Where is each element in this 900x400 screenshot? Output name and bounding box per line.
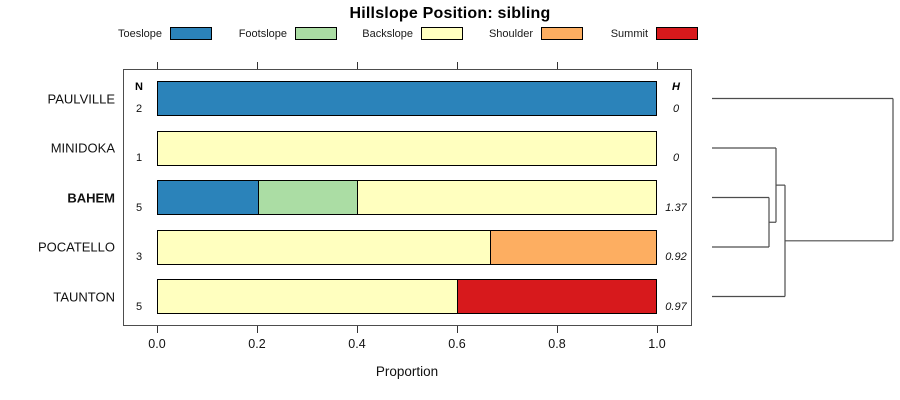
n-value: 2 [135, 102, 143, 115]
legend-swatch [170, 27, 212, 40]
h-value: 0.97 [665, 300, 687, 313]
bar-segment-backslope [158, 131, 656, 165]
legend-item-toeslope: Toeslope [118, 27, 212, 40]
x-tick-bottom [357, 326, 358, 333]
legend: Toeslope Footslope Backslope Shoulder Summit [0, 27, 900, 45]
bar-segment-backslope [357, 181, 656, 214]
h-column-header: H [672, 81, 680, 93]
row-label-minidoka: MINIDOKA [50, 140, 115, 156]
legend-item-shoulder: Shoulder [489, 27, 583, 40]
row-label-pocatello: POCATELLO [37, 239, 115, 255]
bar-segment-toeslope [158, 82, 656, 115]
legend-item-footslope: Footslope [239, 27, 337, 40]
row-label-bahem: BAHEM [67, 190, 115, 205]
x-tick-label: 0.2 [248, 337, 266, 351]
h-value: 0 [672, 152, 680, 164]
x-tick-bottom [657, 326, 658, 333]
legend-label: Shoulder [488, 27, 533, 40]
legend-swatch [541, 27, 583, 40]
bar-segment-shoulder [490, 230, 656, 264]
x-tick-bottom [457, 326, 458, 333]
n-value: 5 [135, 300, 143, 313]
legend-label: Summit [610, 27, 648, 40]
legend-label: Backslope [362, 27, 413, 40]
bar-segment-footslope [257, 181, 358, 214]
n-value: 5 [135, 201, 143, 214]
x-tick-label: 0.4 [348, 337, 366, 351]
bar-bahem [157, 180, 657, 215]
h-value: 0.92 [665, 251, 687, 263]
bar-taunton [157, 279, 657, 314]
n-value: 3 [135, 251, 143, 263]
legend-item-backslope: Backslope [362, 27, 463, 40]
h-value: 0 [672, 102, 680, 115]
legend-swatch [421, 27, 463, 40]
x-tick-bottom [157, 326, 158, 333]
x-tick-top [257, 62, 258, 69]
bar-paulville [157, 81, 657, 116]
bar-segment-backslope [158, 230, 491, 264]
chart-title: Hillslope Position: sibling [349, 5, 551, 22]
x-tick-label: 0.0 [148, 337, 166, 351]
legend-swatch [656, 27, 698, 40]
x-tick-top [157, 62, 158, 69]
legend-label: Footslope [238, 27, 287, 40]
x-tick-bottom [257, 326, 258, 333]
x-tick-top [357, 62, 358, 69]
legend-item-summit: Summit [611, 27, 698, 40]
x-tick-top [457, 62, 458, 69]
x-tick-bottom [557, 326, 558, 333]
bar-minidoka [157, 130, 657, 166]
h-value: 1.37 [665, 201, 687, 214]
bar-segment-summit [456, 280, 656, 313]
x-tick-label: 0.6 [448, 337, 466, 351]
x-axis-label: Proportion [375, 364, 439, 379]
row-label-taunton: TAUNTON [53, 289, 115, 304]
n-column-header: N [135, 81, 143, 93]
bar-segment-toeslope [158, 181, 258, 214]
x-tick-label: 1.0 [648, 337, 666, 351]
x-tick-label: 0.8 [548, 337, 566, 351]
n-value: 1 [135, 152, 143, 164]
x-tick-top [657, 62, 658, 69]
legend-swatch [295, 27, 337, 40]
bar-pocatello [157, 229, 657, 265]
legend-label: Toeslope [117, 27, 162, 40]
x-tick-top [557, 62, 558, 69]
bar-segment-backslope [158, 280, 457, 313]
row-label-paulville: PAULVILLE [47, 91, 115, 106]
